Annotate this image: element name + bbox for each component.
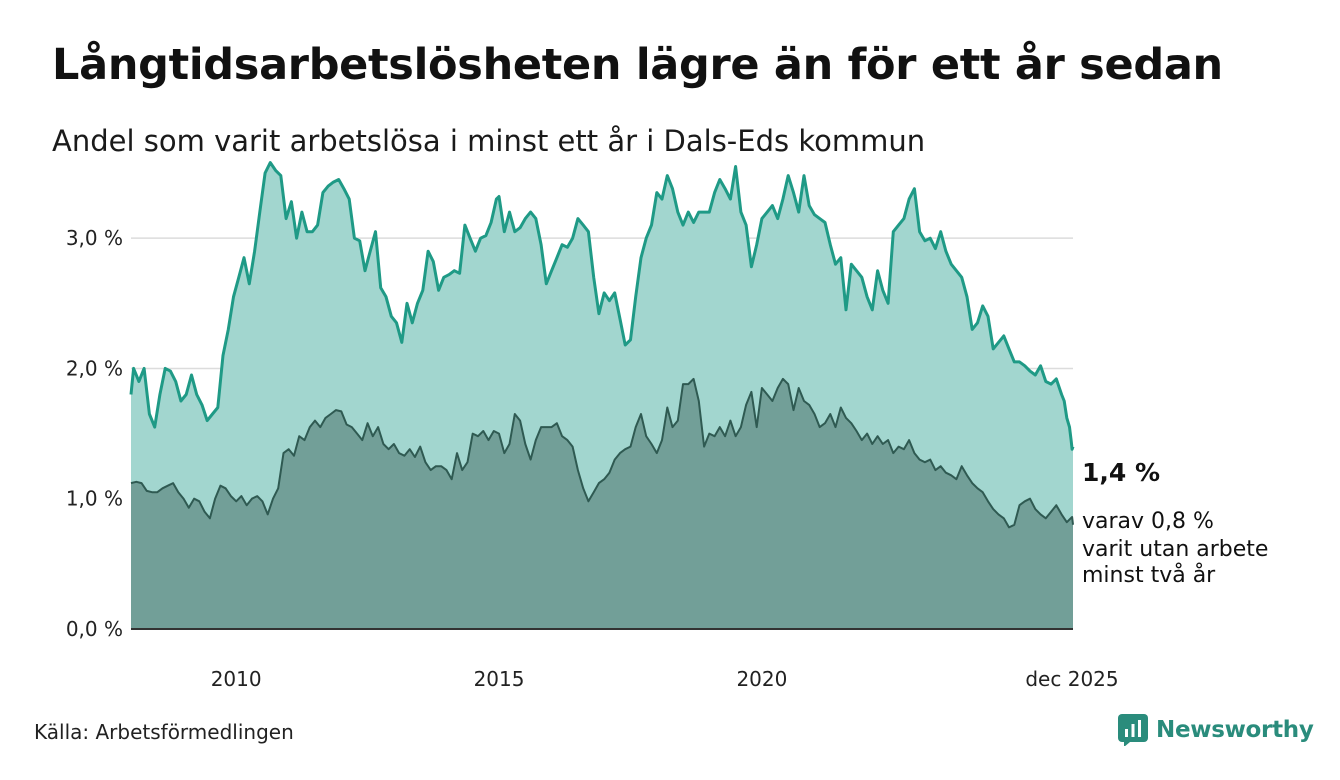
- x-tick-label-2: 2020: [736, 667, 787, 691]
- series-2-end-label-line2: varit utan arbete: [1082, 537, 1268, 562]
- chart-subtitle: Andel som varit arbetslösa i minst ett å…: [52, 124, 926, 158]
- y-tick-label-1: 1,0 %: [66, 487, 123, 511]
- y-tick-label-0: 0,0 %: [66, 617, 123, 641]
- chart-title: Långtidsarbetslösheten lägre än för ett …: [52, 40, 1223, 90]
- newsworthy-logo-icon: [1118, 714, 1148, 746]
- series-1-end-label: 1,4 %: [1082, 458, 1160, 487]
- x-tick-label-3: dec 2025: [1025, 667, 1118, 691]
- series-2-end-label: varav 0,8 %: [1082, 509, 1214, 534]
- brand-logo[interactable]: Newsworthy: [1118, 714, 1314, 746]
- brand-name: Newsworthy: [1156, 717, 1314, 743]
- x-tick-label-1: 2015: [474, 667, 525, 691]
- series-1-line: [129, 161, 1075, 451]
- y-tick-label-2: 2,0 %: [66, 356, 123, 380]
- series-2-area: [131, 378, 1073, 629]
- x-tick-label-0: 2010: [211, 667, 262, 691]
- series-2-end-label-line3: minst två år: [1082, 562, 1216, 588]
- source-note: Källa: Arbetsförmedlingen: [34, 720, 294, 744]
- y-tick-label-3: 3,0 %: [66, 226, 123, 250]
- series-2-line: [130, 377, 1074, 529]
